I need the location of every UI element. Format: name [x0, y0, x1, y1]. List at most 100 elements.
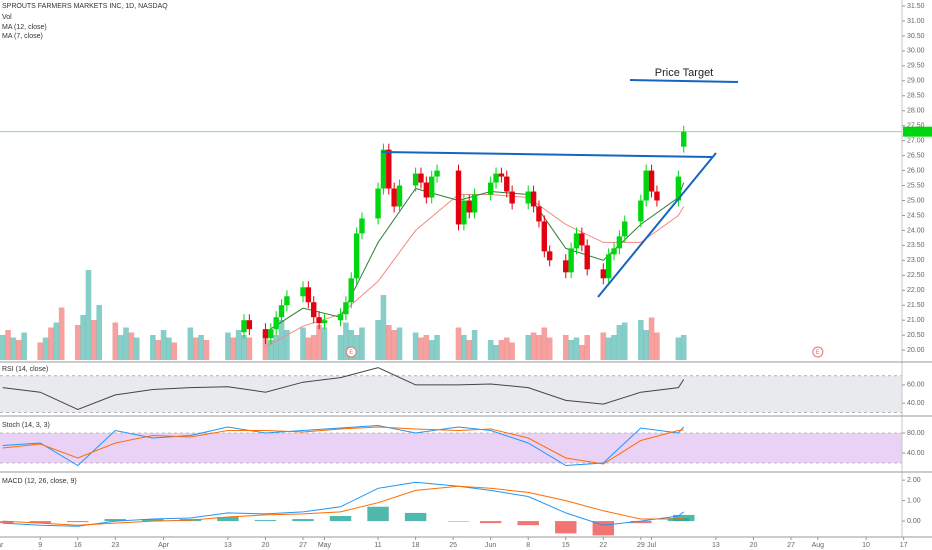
candle-body	[455, 170, 462, 225]
volume-bar	[85, 270, 92, 360]
volume-bar	[348, 330, 355, 360]
volume-bar	[112, 322, 119, 360]
volume-bar	[605, 337, 612, 360]
candle-body	[305, 287, 312, 303]
candle-body	[579, 233, 585, 246]
earnings-marker	[812, 346, 824, 358]
volume-bar	[74, 325, 81, 360]
earnings-label: E	[349, 350, 353, 356]
volume-bar	[616, 325, 623, 360]
macd-histogram-bar	[0, 521, 14, 524]
y-tick-label: 26.00	[907, 167, 925, 174]
volume-bar	[380, 295, 387, 360]
volume-bar	[562, 335, 569, 360]
candle-body	[643, 170, 649, 201]
y-tick-label: 80.00	[907, 430, 925, 437]
y-tick-label: 24.00	[907, 227, 925, 234]
volume-bar	[638, 320, 644, 360]
y-tick-label: 40.00	[907, 400, 925, 407]
volume-bar	[536, 335, 542, 360]
volume-bar	[284, 330, 290, 360]
volume-bar	[123, 327, 129, 360]
candle-body	[386, 149, 392, 189]
y-tick-label: 0.00	[907, 518, 921, 525]
volume-bar	[171, 342, 178, 360]
volume-bar	[310, 335, 317, 360]
volume-bar	[418, 337, 424, 360]
candle-body	[622, 221, 628, 237]
y-tick-label: 25.50	[907, 182, 925, 189]
candle-body	[241, 320, 247, 333]
candle-body	[487, 182, 494, 195]
candle-body	[611, 248, 617, 255]
volume-bar	[278, 320, 285, 360]
candle-body	[412, 173, 419, 186]
candle-body	[300, 287, 306, 297]
y-tick-label: 27.50	[907, 123, 925, 130]
macd-histogram-bar	[329, 515, 352, 522]
stoch-title: Stoch (14, 3, 3)	[2, 422, 50, 429]
resistance-trendline	[381, 151, 713, 158]
volume-bar	[133, 337, 140, 360]
x-tick-label: 17	[900, 542, 908, 549]
candle-body	[675, 176, 682, 201]
volume-bar	[423, 335, 430, 360]
y-tick-label: 28.50	[907, 93, 925, 100]
y-tick-label: 31.00	[907, 18, 925, 25]
volume-bar	[648, 317, 655, 360]
volume-bar	[48, 327, 54, 360]
volume-bar	[611, 335, 617, 360]
candle-body	[246, 320, 253, 330]
macd-histogram-bar	[29, 521, 51, 524]
macd-histogram-bar	[142, 519, 164, 522]
volume-bar	[166, 337, 172, 360]
indicator-band	[0, 375, 902, 413]
volume-bar	[42, 337, 49, 360]
volume-bar	[546, 337, 553, 360]
y-tick-label: 29.00	[907, 78, 925, 85]
rsi-title: RSI (14, close)	[2, 366, 48, 373]
volume-bar	[412, 332, 419, 360]
candle-body	[461, 200, 467, 225]
volume-bar	[396, 327, 403, 360]
volume-bar	[375, 320, 381, 360]
x-tick-label: 11	[374, 542, 381, 549]
candle-body	[471, 194, 478, 213]
volume-bar	[573, 337, 580, 360]
macd-histogram-bar	[673, 514, 695, 522]
volume-bar	[96, 305, 103, 360]
volume-bar	[466, 340, 473, 360]
y-tick-label: 25.00	[907, 197, 925, 204]
candle-body	[536, 206, 542, 222]
candle-body	[268, 329, 274, 339]
macd-histogram-bar	[217, 516, 239, 522]
volume-bar	[305, 337, 312, 360]
volume-bar	[680, 335, 687, 360]
volume-bar	[541, 327, 548, 360]
volume-bar	[675, 337, 682, 360]
volume-bar	[155, 340, 161, 360]
volume-bar	[5, 330, 11, 360]
volume-bar	[150, 335, 156, 360]
volume-bar	[21, 332, 27, 360]
volume-bar	[0, 335, 6, 360]
y-tick-label: 2.00	[907, 477, 921, 484]
volume-bar	[337, 335, 344, 360]
y-tick-label: 60.00	[907, 382, 925, 389]
x-tick-label: 27	[787, 542, 795, 549]
macd-histogram-bar	[367, 506, 389, 522]
candle-body	[353, 233, 360, 279]
candle-body	[525, 191, 531, 204]
candle-body	[504, 176, 510, 192]
volume-bar	[198, 335, 204, 360]
x-tick-label: Jun	[485, 542, 496, 549]
candle-body	[509, 191, 515, 204]
candle-body	[396, 185, 403, 207]
indicator-line	[2, 367, 685, 411]
candle-body	[348, 278, 354, 303]
volume-bar	[654, 332, 660, 360]
volume-bar	[391, 330, 397, 360]
